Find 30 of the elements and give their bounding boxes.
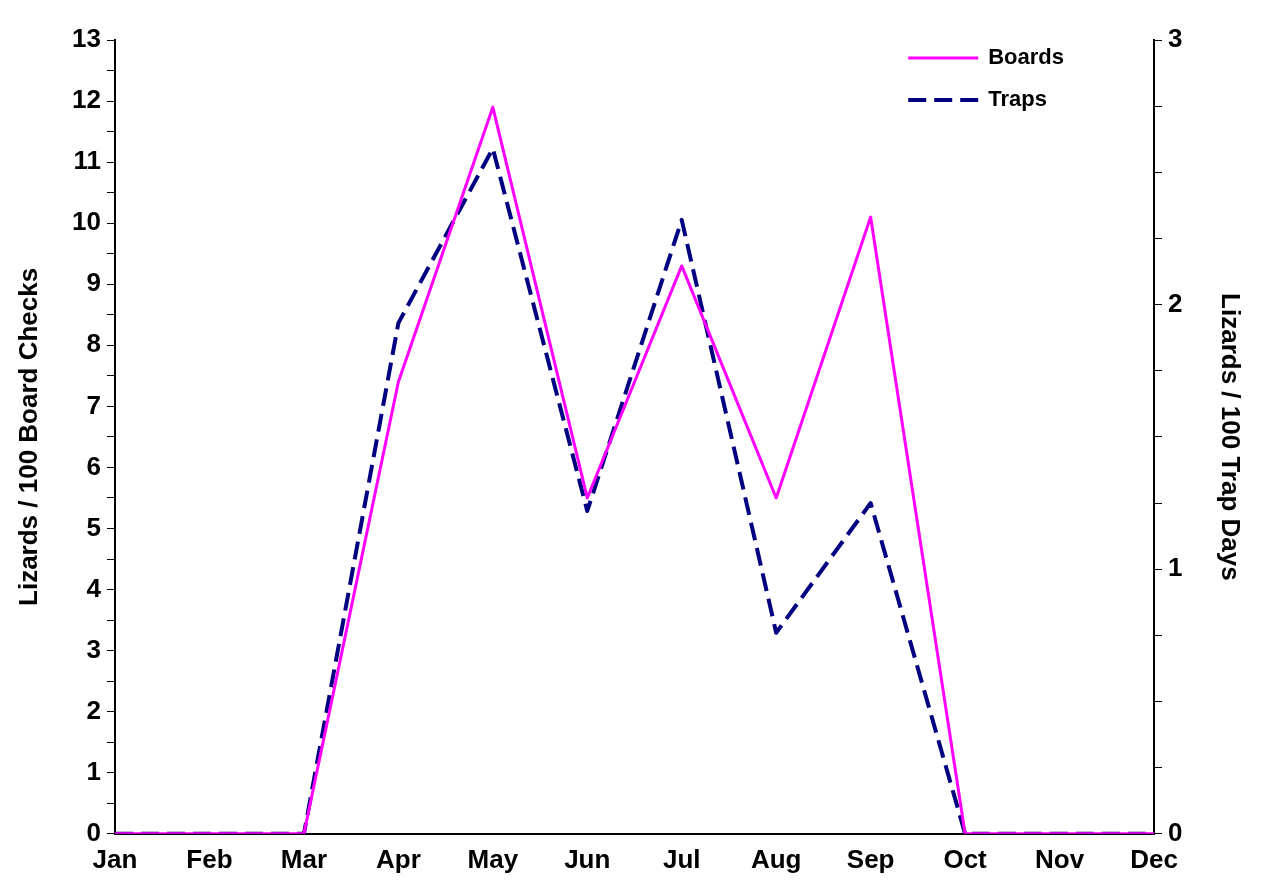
legend-label: Traps: [988, 86, 1047, 112]
y-tick-label: 8: [86, 328, 101, 359]
y-tick-label: 7: [86, 389, 101, 420]
y2-axis-title: Lizards / 100 Trap Days: [1216, 293, 1247, 581]
y-tick-label: 13: [72, 23, 101, 54]
x-tick-label: Nov: [1034, 843, 1085, 874]
x-tick-label: May: [467, 843, 519, 874]
y2-tick-label: 2: [1168, 287, 1183, 318]
y-tick-label: 5: [86, 511, 101, 542]
x-tick-label: Mar: [280, 843, 328, 874]
x-tick-label: Jun: [564, 843, 611, 874]
y-tick-label: 4: [86, 572, 102, 603]
y-tick-label: 6: [86, 450, 101, 481]
x-tick-label: Apr: [375, 843, 421, 874]
y-tick-label: 10: [72, 206, 101, 237]
y2-tick-label: 1: [1168, 552, 1183, 583]
x-tick-label: Jul: [662, 843, 701, 874]
x-tick-label: Feb: [186, 843, 233, 874]
y-tick-label: 12: [72, 84, 101, 115]
y-tick-label: 2: [86, 694, 101, 725]
y2-tick-label: 3: [1168, 23, 1183, 54]
legend-label: Boards: [988, 44, 1064, 70]
x-tick-label: Aug: [750, 843, 802, 874]
x-tick-label: Oct: [943, 843, 988, 874]
y-tick-label: 11: [73, 145, 101, 176]
y-tick-label: 1: [86, 755, 101, 786]
y-axis-title: Lizards / 100 Board Checks: [12, 267, 43, 606]
x-tick-label: Sep: [846, 843, 895, 874]
y-tick-label: 3: [86, 633, 101, 664]
y-tick-label: 9: [86, 267, 101, 298]
